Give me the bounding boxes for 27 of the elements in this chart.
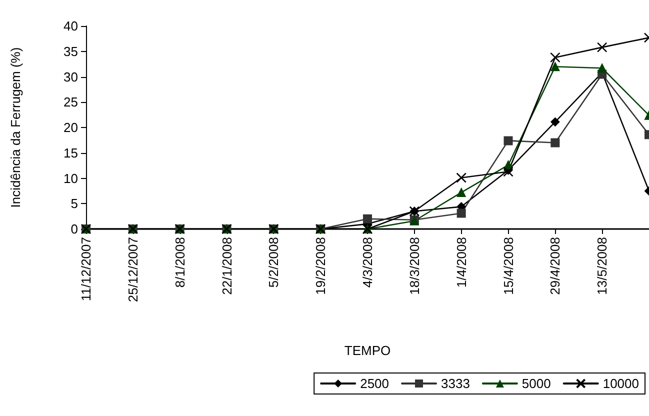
y-tick-label: 40 [64,18,78,34]
y-tick-label: 5 [70,196,78,212]
legend-label: 5000 [522,376,551,391]
y-axis-title: Incidência da Ferrugem (%) [8,47,23,208]
x-tick-label: 1/4/2008 [454,237,469,288]
x-tick-label: 13/5/2008 [594,237,610,295]
x-tick-label: 15/4/2008 [500,237,516,295]
legend-label: 3333 [441,376,470,391]
y-tick-label: 30 [64,69,78,84]
y-tick-label: 35 [64,44,78,59]
x-tick-label: 25/12/2007 [125,237,140,302]
legend-label: 2500 [360,376,390,391]
x-tick-label: 22/1/2008 [219,237,234,295]
y-tick-label: 25 [64,94,78,110]
y-tick-label: 0 [70,222,78,236]
y-tick-label: 10 [64,170,78,186]
y-tick-label: 15 [64,145,78,160]
x-tick-label: 18/3/2008 [406,237,422,295]
x-tick-label: 11/12/2007 [78,237,94,302]
x-tick-label: 19/2/2008 [313,237,328,295]
legend-label: 10000 [602,376,640,391]
x-tick-label: 5/2/2008 [266,237,282,288]
x-tick-label: 29/4/2008 [548,237,563,295]
x-axis-title: TEMPO [344,343,391,358]
x-tick-label: 4/3/2008 [360,237,375,288]
x-tick-label: 8/1/2008 [172,237,188,288]
y-tick-label: 20 [64,120,78,135]
